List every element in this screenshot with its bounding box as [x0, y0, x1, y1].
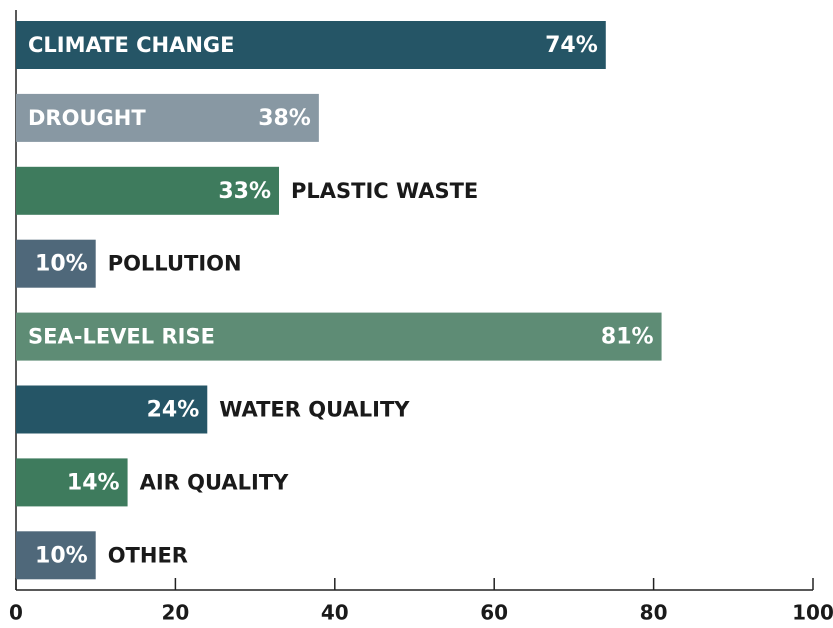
x-tick-label: 60	[480, 601, 508, 625]
bar-value-label: 33%	[218, 179, 271, 204]
bar	[16, 93, 319, 142]
bar	[16, 531, 96, 580]
bar-value-label: 10%	[35, 252, 88, 277]
bar-value-label: 24%	[147, 398, 200, 423]
x-tick-label: 40	[321, 601, 349, 625]
bar	[16, 385, 208, 434]
bar-value-label: 38%	[258, 106, 311, 131]
bar-category-label: CLIMATE CHANGE	[28, 33, 235, 57]
bar-category-label: PLASTIC WASTE	[291, 179, 478, 203]
bar-value-label: 14%	[67, 470, 120, 495]
bar-value-label: 74%	[545, 33, 598, 58]
x-tick-label: 80	[640, 601, 668, 625]
x-tick-label: 100	[792, 601, 833, 625]
bar-category-label: AIR QUALITY	[140, 470, 290, 494]
bar-category-label: OTHER	[108, 543, 188, 567]
bar-category-label: DROUGHT	[28, 106, 146, 130]
bar-value-label: 81%	[601, 325, 654, 350]
bar	[16, 239, 96, 288]
bar	[16, 458, 128, 507]
bar	[16, 166, 280, 215]
bar	[16, 312, 662, 361]
bar-category-label: WATER QUALITY	[219, 398, 410, 422]
bar-value-label: 10%	[35, 543, 88, 568]
bar-category-label: SEA-LEVEL RISE	[28, 325, 215, 349]
bar	[16, 21, 606, 69]
x-tick-label: 0	[9, 601, 23, 625]
bar-category-label: POLLUTION	[108, 252, 242, 276]
x-tick-label: 20	[161, 601, 189, 625]
